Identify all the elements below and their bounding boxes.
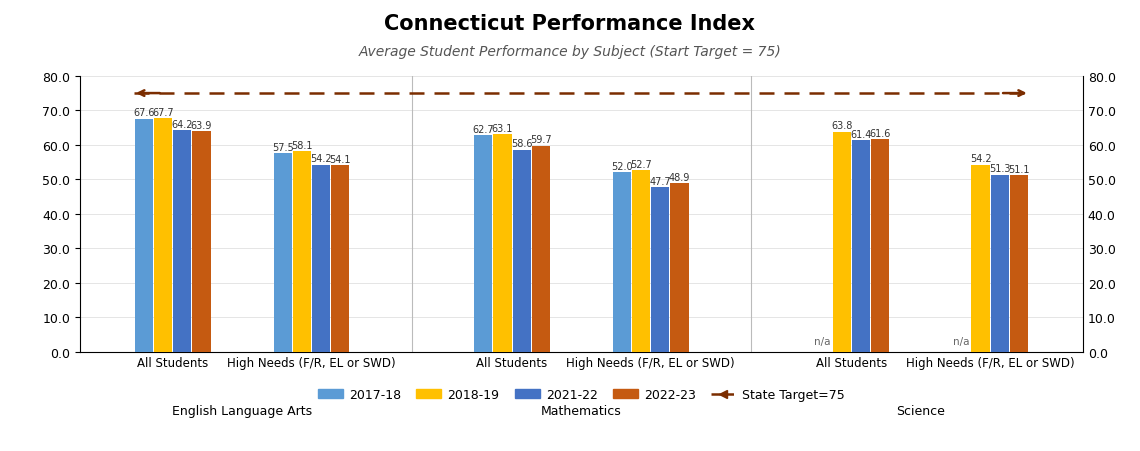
- Bar: [293, 152, 311, 352]
- Text: Average Student Performance by Subject (Start Target = 75): Average Student Performance by Subject (…: [359, 45, 781, 59]
- Bar: [991, 175, 1009, 352]
- Text: 62.7: 62.7: [472, 125, 494, 135]
- Bar: [474, 136, 492, 352]
- Text: 58.6: 58.6: [511, 139, 532, 149]
- Text: 59.7: 59.7: [530, 135, 552, 145]
- Text: 47.7: 47.7: [650, 176, 671, 186]
- Text: 61.6: 61.6: [870, 129, 890, 138]
- Text: 58.1: 58.1: [291, 141, 312, 151]
- Bar: [312, 166, 331, 352]
- Text: n/a: n/a: [814, 336, 831, 347]
- Text: 63.9: 63.9: [190, 121, 212, 131]
- Legend: 2017-18, 2018-19, 2021-22, 2022-23, State Target=75: 2017-18, 2018-19, 2021-22, 2022-23, Stat…: [314, 383, 849, 406]
- Text: 54.2: 54.2: [310, 154, 332, 164]
- Text: 67.7: 67.7: [153, 108, 174, 118]
- Bar: [193, 132, 211, 352]
- Text: 48.9: 48.9: [669, 172, 690, 182]
- Bar: [832, 133, 850, 352]
- Text: 61.4: 61.4: [850, 129, 872, 139]
- Text: 52.0: 52.0: [611, 161, 633, 171]
- Bar: [632, 170, 650, 352]
- Bar: [494, 135, 512, 352]
- Bar: [331, 166, 349, 352]
- Text: 64.2: 64.2: [171, 120, 193, 129]
- Text: 57.5: 57.5: [271, 143, 293, 153]
- Text: 51.3: 51.3: [988, 164, 1010, 174]
- Bar: [971, 166, 990, 352]
- Bar: [871, 140, 889, 352]
- Text: 63.8: 63.8: [831, 121, 853, 131]
- Text: Science: Science: [896, 405, 945, 418]
- Bar: [274, 154, 292, 352]
- Text: 67.6: 67.6: [133, 108, 155, 118]
- Text: 63.1: 63.1: [491, 124, 513, 133]
- Text: 54.2: 54.2: [970, 154, 992, 164]
- Text: Connecticut Performance Index: Connecticut Performance Index: [384, 14, 756, 33]
- Bar: [513, 150, 531, 352]
- Text: Mathematics: Mathematics: [542, 405, 621, 418]
- Bar: [852, 141, 870, 352]
- Bar: [531, 147, 549, 352]
- Bar: [173, 131, 192, 352]
- Bar: [154, 119, 172, 352]
- Text: 51.1: 51.1: [1008, 165, 1029, 175]
- Bar: [135, 120, 153, 352]
- Text: 54.1: 54.1: [329, 154, 351, 164]
- Text: English Language Arts: English Language Arts: [172, 405, 312, 418]
- Bar: [670, 184, 689, 352]
- Text: n/a: n/a: [953, 336, 970, 347]
- Bar: [613, 173, 632, 352]
- Bar: [651, 188, 669, 352]
- Text: 52.7: 52.7: [630, 159, 652, 169]
- Bar: [1010, 176, 1028, 352]
